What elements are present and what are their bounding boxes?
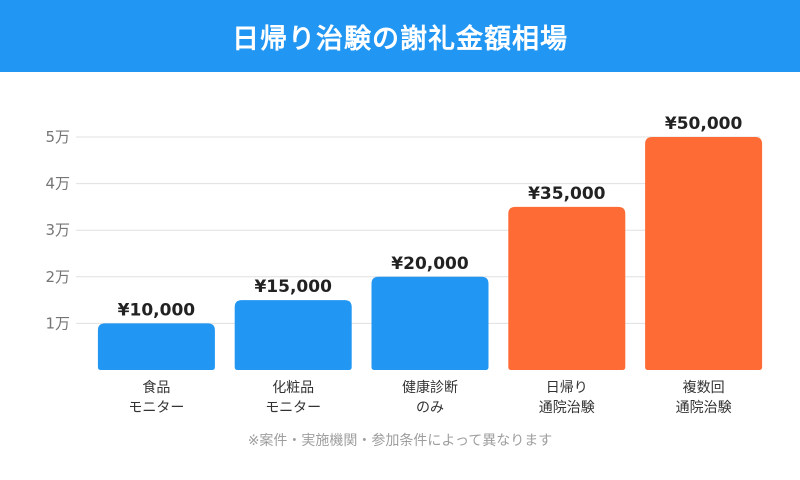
category-label-1-1: モニター <box>265 400 321 416</box>
bar-4 <box>645 137 763 370</box>
bar-2 <box>371 276 489 370</box>
category-label-4-0: 複数回 <box>683 379 725 396</box>
page-title: 日帰り治験の謝礼金額相場 <box>232 23 568 55</box>
y-tick-label-1: 2万 <box>45 268 70 286</box>
category-label-2-0: 健康診断 <box>402 379 458 396</box>
y-tick-label-4: 5万 <box>45 128 70 146</box>
y-tick-label-0: 1万 <box>45 314 70 332</box>
category-label-2-1: のみ <box>416 400 444 416</box>
footnote: ※案件・実施機関・参加条件によって異なります <box>247 433 553 449</box>
data-label-4: ¥50,000 <box>665 114 743 134</box>
y-tick-label-2: 3万 <box>45 221 70 239</box>
bar-0 <box>97 323 215 370</box>
category-label-0-0: 食品 <box>142 379 170 396</box>
category-label-3-1: 通院治験 <box>539 400 595 416</box>
data-label-2: ¥20,000 <box>391 254 469 274</box>
category-label-1-0: 化粧品 <box>272 380 314 396</box>
category-label-3-0: 日帰り <box>546 379 588 396</box>
data-label-1: ¥15,000 <box>254 277 332 297</box>
data-label-0: ¥10,000 <box>118 300 196 320</box>
y-tick-label-3: 4万 <box>45 175 70 193</box>
category-label-4-1: 通院治験 <box>676 400 732 416</box>
bar-3 <box>508 206 626 370</box>
category-label-0-1: モニター <box>128 400 184 416</box>
data-label-3: ¥35,000 <box>528 184 606 204</box>
bar-1 <box>234 300 352 370</box>
header-bar: 日帰り治験の謝礼金額相場 <box>0 0 800 72</box>
